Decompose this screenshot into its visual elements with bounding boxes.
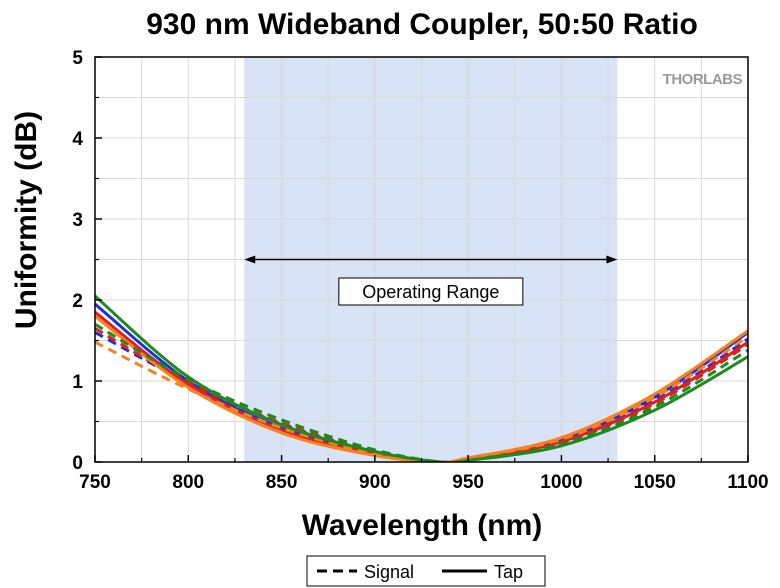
y-tick-label: 3 (72, 210, 83, 231)
annotation-layer: Operating Range (244, 255, 618, 306)
x-tick-label: 900 (359, 472, 391, 493)
chart-title: 930 nm Wideband Coupler, 50:50 Ratio (146, 8, 698, 41)
x-tick-label: 950 (452, 472, 484, 493)
y-tick-label: 2 (72, 291, 83, 312)
y-axis-label: Uniformity (dB) (10, 111, 43, 329)
y-tick-label: 1 (72, 372, 83, 393)
legend-signal-label: Signal (364, 562, 414, 582)
legend-tap-label: Tap (494, 562, 523, 582)
x-tick-label: 1000 (540, 472, 582, 493)
legend-box (306, 555, 546, 587)
y-tick-label: 4 (72, 129, 83, 150)
y-tick-label: 5 (72, 48, 83, 69)
thorlabs-logo: THORLABS (663, 71, 743, 88)
arrow-head-left (244, 255, 256, 264)
x-tick-label: 750 (79, 472, 111, 493)
x-tick-label: 800 (172, 472, 204, 493)
legend: Signal Tap (306, 555, 546, 587)
axes: 750 800 850 900 950 1000 1050 1100 0 1 2 3 4 5 (72, 48, 768, 493)
x-tick-label: 850 (266, 472, 298, 493)
y-tick-label: 0 (72, 453, 83, 474)
series-line-dashed-7 (95, 323, 748, 462)
x-axis-label: Wavelength (nm) (302, 509, 543, 542)
series-line-dashed-3 (95, 327, 748, 462)
arrow-head-right (606, 255, 618, 264)
operating-range-box (338, 277, 524, 306)
x-tick-label: 1100 (727, 472, 768, 493)
operating-range-label: Operating Range (362, 282, 499, 302)
x-tick-label: 1050 (634, 472, 676, 493)
